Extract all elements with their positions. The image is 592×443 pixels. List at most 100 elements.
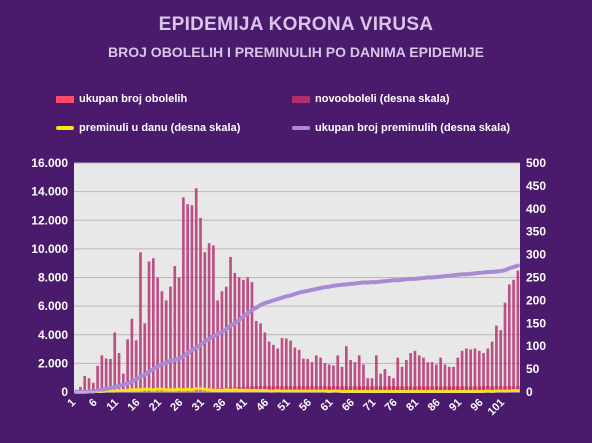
y-tick-label: 6.000: [38, 299, 68, 313]
bar-new-cases: [254, 321, 258, 392]
y2-tick-label: 50: [526, 362, 540, 376]
legend-item-total-cases: ukupan broj obolelih: [56, 93, 187, 105]
x-tick-label: 76: [383, 397, 400, 414]
bar-new-cases: [413, 350, 417, 392]
x-tick-label: 41: [233, 397, 250, 414]
y2-tick-label: 400: [526, 202, 546, 216]
bar-new-cases: [216, 300, 219, 392]
x-tick-label: 46: [254, 397, 271, 414]
x-tick-label: 86: [426, 397, 443, 414]
x-tick-label: 81: [404, 397, 421, 414]
bar-new-cases: [439, 357, 442, 392]
bar-new-cases: [405, 359, 408, 392]
bar-new-cases: [447, 366, 451, 392]
x-tick-label: 66: [340, 397, 357, 414]
x-tick-label: 26: [168, 397, 185, 414]
bar-new-cases: [199, 217, 202, 392]
bar-new-cases: [353, 362, 357, 392]
bar-new-cases: [224, 286, 228, 392]
bar-new-cases: [87, 378, 91, 392]
bar-new-cases: [349, 359, 352, 392]
bar-new-cases: [293, 347, 297, 392]
bar-new-cases: [396, 357, 400, 392]
x-tick-label: 11: [104, 397, 121, 414]
y2-tick-label: 100: [526, 339, 546, 353]
bar-new-cases: [194, 188, 198, 392]
x-tick-label: 51: [276, 397, 293, 414]
line-total-deaths: [74, 263, 520, 394]
y-tick-label: 12.000: [31, 213, 68, 227]
bar-new-cases: [469, 349, 473, 392]
bar-new-cases: [456, 357, 460, 392]
bar-new-cases: [173, 266, 177, 392]
bar-new-cases: [503, 302, 507, 392]
bar-new-cases: [220, 291, 224, 392]
y2-tick-label: 150: [526, 316, 546, 330]
bar-new-cases: [473, 348, 477, 392]
bar-new-cases: [370, 378, 374, 392]
bar-new-cases: [327, 364, 331, 392]
y-tick-label: 2.000: [38, 356, 68, 370]
bar-new-cases: [289, 340, 292, 392]
bar-new-cases: [259, 323, 262, 392]
bar-new-cases: [477, 350, 481, 392]
bar-new-cases: [319, 357, 322, 392]
x-tick-label: 71: [361, 397, 378, 414]
bar-new-cases: [387, 375, 391, 392]
bar-new-cases: [357, 355, 361, 392]
bar-new-cases: [267, 341, 271, 392]
bar-new-cases: [143, 323, 147, 392]
legend-swatch-total-deaths: [292, 126, 310, 130]
bar-new-cases: [310, 362, 314, 392]
y2-tick-label: 0: [526, 385, 533, 399]
bar-new-cases: [83, 375, 87, 392]
bar-new-cases: [263, 332, 267, 392]
legend-item-total-deaths: ukupan broj preminulih (desna skala): [292, 122, 510, 134]
bar-new-cases: [306, 359, 310, 392]
bar-new-cases: [375, 355, 378, 392]
bar-new-cases: [383, 369, 387, 392]
y-tick-label: 8.000: [38, 271, 68, 285]
bar-new-cases: [272, 344, 275, 392]
bar-new-cases: [280, 337, 284, 392]
bar-new-cases: [96, 365, 99, 392]
bar-new-cases: [242, 279, 245, 392]
bar-new-cases: [409, 353, 412, 392]
bar-new-cases: [117, 353, 121, 392]
bar-new-cases: [152, 258, 155, 392]
bar-new-cases: [323, 363, 327, 392]
bar-new-cases: [516, 270, 520, 392]
bar-new-cases: [186, 204, 189, 392]
y2-tick-label: 200: [526, 293, 546, 307]
bar-new-cases: [160, 291, 164, 392]
bar-new-cases: [400, 366, 404, 392]
bar-new-cases: [302, 358, 305, 392]
bar-new-cases: [366, 378, 370, 392]
legend-label-new-cases: novooboleli (desna skala): [315, 93, 450, 105]
bar-new-cases: [177, 277, 181, 392]
bar-new-cases: [207, 243, 211, 392]
bar-new-cases: [104, 358, 108, 392]
legend-swatch-daily-deaths: [56, 126, 74, 130]
bar-new-cases: [164, 300, 168, 392]
legend-swatch-new-cases: [292, 95, 310, 103]
bar-new-cases: [336, 355, 340, 392]
bar-new-cases: [507, 284, 511, 392]
bar-new-cases: [340, 366, 344, 392]
legend-label-total-deaths: ukupan broj preminulih (desna skala): [315, 122, 510, 134]
y-tick-label: 10.000: [31, 242, 68, 256]
x-tick-label: 91: [447, 397, 464, 414]
bar-new-cases: [147, 261, 151, 392]
bar-new-cases: [212, 245, 215, 392]
bar-new-cases: [379, 373, 382, 392]
x-tick-label: 1: [65, 397, 78, 410]
bar-new-cases: [495, 325, 498, 392]
legend-swatch-total-cases: [56, 95, 74, 103]
x-tick-label: 31: [190, 397, 207, 414]
legend-item-new-cases: novooboleli (desna skala): [292, 93, 449, 105]
x-tick-label: 6: [87, 397, 100, 410]
bar-new-cases: [100, 355, 104, 392]
bar-new-cases: [465, 348, 468, 392]
bar-new-cases: [169, 286, 172, 392]
legend-label-total-cases: ukupan broj obolelih: [79, 93, 188, 105]
